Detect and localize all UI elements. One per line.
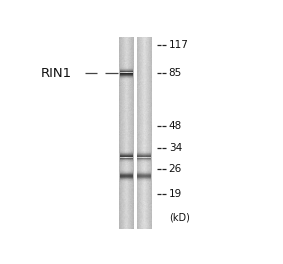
Bar [137,178,151,179]
Bar [119,70,133,71]
Text: 117: 117 [169,40,188,50]
Bar [119,180,133,181]
Bar [119,171,133,172]
Bar [119,76,133,77]
Bar [119,178,133,179]
Bar [119,150,133,151]
Bar [119,67,133,68]
Bar [137,171,151,172]
Bar [137,152,151,153]
Bar [119,72,133,73]
Bar [119,175,133,176]
Bar [119,69,133,70]
Bar [119,77,133,78]
Bar [137,153,151,154]
Bar [137,151,151,152]
Bar [137,176,151,177]
Bar [119,156,133,157]
Bar [137,161,151,162]
Bar [119,157,133,158]
Bar [137,172,151,173]
Bar [137,181,151,182]
Text: 48: 48 [169,121,182,131]
Bar [119,177,133,178]
Text: 19: 19 [169,189,182,199]
Bar [119,158,133,159]
Bar [119,152,133,153]
Text: 85: 85 [169,68,182,78]
Bar [119,179,133,180]
Bar [119,161,133,162]
Bar [119,79,133,80]
Bar [119,182,133,183]
Bar [119,170,133,171]
Bar [137,150,151,151]
Bar [119,68,133,69]
Bar [137,177,151,178]
Bar [119,78,133,79]
Bar [137,159,151,160]
Bar [119,159,133,160]
Bar [137,154,151,155]
Bar [137,170,151,171]
Bar [137,180,151,181]
Bar [119,153,133,154]
Bar [119,169,133,170]
Bar [119,71,133,72]
Text: RIN1: RIN1 [41,67,72,80]
Bar [119,74,133,75]
Bar [137,173,151,174]
Bar [137,179,151,180]
Text: 26: 26 [169,164,182,174]
Bar [119,162,133,163]
Bar [137,160,151,161]
Bar [137,169,151,170]
Bar [137,158,151,159]
Bar [119,75,133,76]
Bar [119,160,133,161]
Bar [119,154,133,155]
Text: (kD): (kD) [169,213,190,223]
Bar [137,174,151,175]
Bar [137,156,151,157]
Bar [137,175,151,176]
Bar [119,172,133,173]
Bar [119,80,133,81]
Bar [137,157,151,158]
Bar [119,174,133,175]
Bar [119,181,133,182]
Bar [119,66,133,67]
Bar [119,73,133,74]
Bar [119,151,133,152]
Bar [137,162,151,163]
Text: 34: 34 [169,143,182,153]
Bar [119,176,133,177]
Bar [119,173,133,174]
